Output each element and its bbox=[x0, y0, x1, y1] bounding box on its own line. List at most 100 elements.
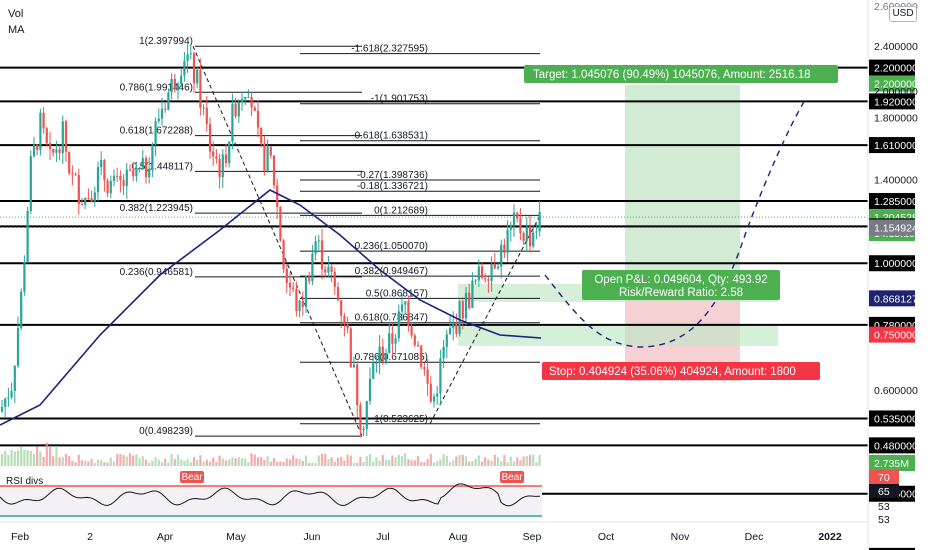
candle-body bbox=[490, 264, 493, 281]
price-tag-label: 2.735M bbox=[874, 458, 909, 470]
candle-body bbox=[378, 346, 381, 363]
candle-body bbox=[343, 315, 346, 325]
candle-body bbox=[397, 311, 400, 339]
volume-bar bbox=[205, 459, 208, 466]
volume-bar bbox=[455, 456, 458, 466]
volume-bar bbox=[320, 453, 324, 466]
candle-body bbox=[7, 397, 10, 399]
candle-body bbox=[128, 169, 132, 171]
price-axis[interactable]: 2.200000 2.200000 1.920000 1.610000 1.285000… bbox=[867, 0, 932, 550]
volume-indicator-label[interactable]: Vol bbox=[8, 8, 24, 20]
rsi-line bbox=[0, 483, 541, 507]
volume-bar bbox=[535, 462, 538, 466]
volume-bar bbox=[202, 461, 205, 466]
volume-bar bbox=[128, 453, 132, 466]
candle-body bbox=[407, 301, 410, 327]
time-axis[interactable]: Feb 2 Apr May Jun Jul Aug Sep Oct Nov Dec 2022 bbox=[0, 521, 868, 543]
volume-bar bbox=[282, 461, 285, 466]
volume-bar bbox=[90, 458, 93, 466]
candle-body bbox=[391, 333, 394, 344]
volume-bar bbox=[250, 453, 253, 466]
fib-right-diagonal bbox=[429, 215, 541, 425]
candle-body bbox=[26, 211, 29, 262]
candle-body bbox=[135, 167, 138, 177]
volume-bar bbox=[212, 457, 215, 466]
volume-bar bbox=[269, 461, 272, 466]
volume-bar bbox=[234, 458, 237, 466]
candle-body bbox=[327, 266, 330, 273]
candle-body bbox=[103, 159, 106, 181]
volume-bar bbox=[148, 462, 151, 466]
volume-bar bbox=[218, 455, 221, 466]
volume-bar bbox=[308, 462, 311, 466]
volume-bar bbox=[74, 462, 77, 466]
volume-bar bbox=[336, 457, 340, 466]
volume-bar bbox=[125, 456, 128, 466]
volume-bar bbox=[490, 460, 493, 466]
fib-ext-label: -0.18(1.336721) bbox=[357, 181, 428, 192]
horizontal-levels bbox=[0, 66, 868, 495]
volume-bar bbox=[160, 462, 164, 466]
projection-path bbox=[544, 99, 806, 348]
candle-body bbox=[164, 108, 167, 110]
candle-body bbox=[250, 96, 253, 108]
fib-ext-label: -0.618(1.638531) bbox=[351, 131, 428, 142]
time-tick-label: Dec bbox=[745, 531, 764, 543]
fib-left-label: 0(0.498239) bbox=[139, 426, 193, 437]
volume-bar bbox=[365, 455, 368, 466]
fib-right-label: 0.618(0.786847) bbox=[355, 313, 428, 324]
volume-bar bbox=[522, 456, 525, 466]
volume-bar bbox=[276, 462, 279, 466]
volume-bar bbox=[324, 453, 327, 466]
demand-zone-lower bbox=[458, 324, 778, 346]
candle-body bbox=[84, 198, 87, 205]
volume-bar bbox=[346, 454, 349, 466]
candle-body bbox=[301, 300, 304, 308]
volume-bar bbox=[487, 459, 490, 466]
candle-body bbox=[64, 121, 68, 152]
candle-body bbox=[352, 364, 356, 368]
candle-body bbox=[269, 146, 272, 156]
volume-bar bbox=[432, 462, 436, 466]
candle-body bbox=[439, 358, 442, 394]
volume-bar bbox=[292, 455, 295, 466]
ma-indicator-label[interactable]: MA bbox=[8, 24, 25, 36]
time-tick-label: 2 bbox=[87, 531, 93, 543]
candle-body bbox=[260, 127, 263, 144]
volume-bar bbox=[61, 457, 64, 466]
volume-bar bbox=[141, 456, 144, 466]
volume-bar bbox=[93, 462, 96, 466]
volume-bar bbox=[199, 455, 202, 466]
candle-body bbox=[503, 244, 506, 253]
target-label-bg bbox=[524, 65, 838, 83]
volume-bar bbox=[378, 460, 381, 466]
candle-body bbox=[512, 212, 516, 225]
rsi-label: RSI divs bbox=[6, 476, 43, 487]
volume-bar bbox=[474, 458, 477, 466]
candle-body bbox=[228, 141, 231, 164]
volume-bar bbox=[180, 459, 183, 466]
volume-bar bbox=[493, 454, 496, 466]
volume-bar bbox=[400, 456, 404, 466]
candle-body bbox=[336, 286, 340, 301]
candle-body bbox=[144, 158, 148, 178]
candle-body bbox=[160, 108, 164, 119]
volume-bars bbox=[0, 442, 541, 466]
time-tick-label: Jul bbox=[376, 531, 389, 543]
candle-body bbox=[253, 107, 256, 111]
fib-right-label: 0.786(0.671085) bbox=[355, 352, 428, 363]
candle-body bbox=[237, 102, 240, 117]
price-tag-bg bbox=[869, 290, 915, 307]
volume-bar bbox=[68, 455, 71, 466]
candle-body bbox=[244, 96, 247, 100]
volume-bar bbox=[445, 455, 448, 466]
volume-bar bbox=[84, 460, 87, 466]
candle-body bbox=[349, 328, 352, 368]
price-tag-label: 1.154924 bbox=[874, 223, 918, 235]
candle-body bbox=[247, 96, 250, 98]
candle-body bbox=[141, 158, 144, 168]
rsi-tick-label: 53 bbox=[878, 514, 890, 526]
currency-button[interactable]: USD bbox=[889, 6, 917, 22]
volume-bar bbox=[138, 458, 141, 466]
